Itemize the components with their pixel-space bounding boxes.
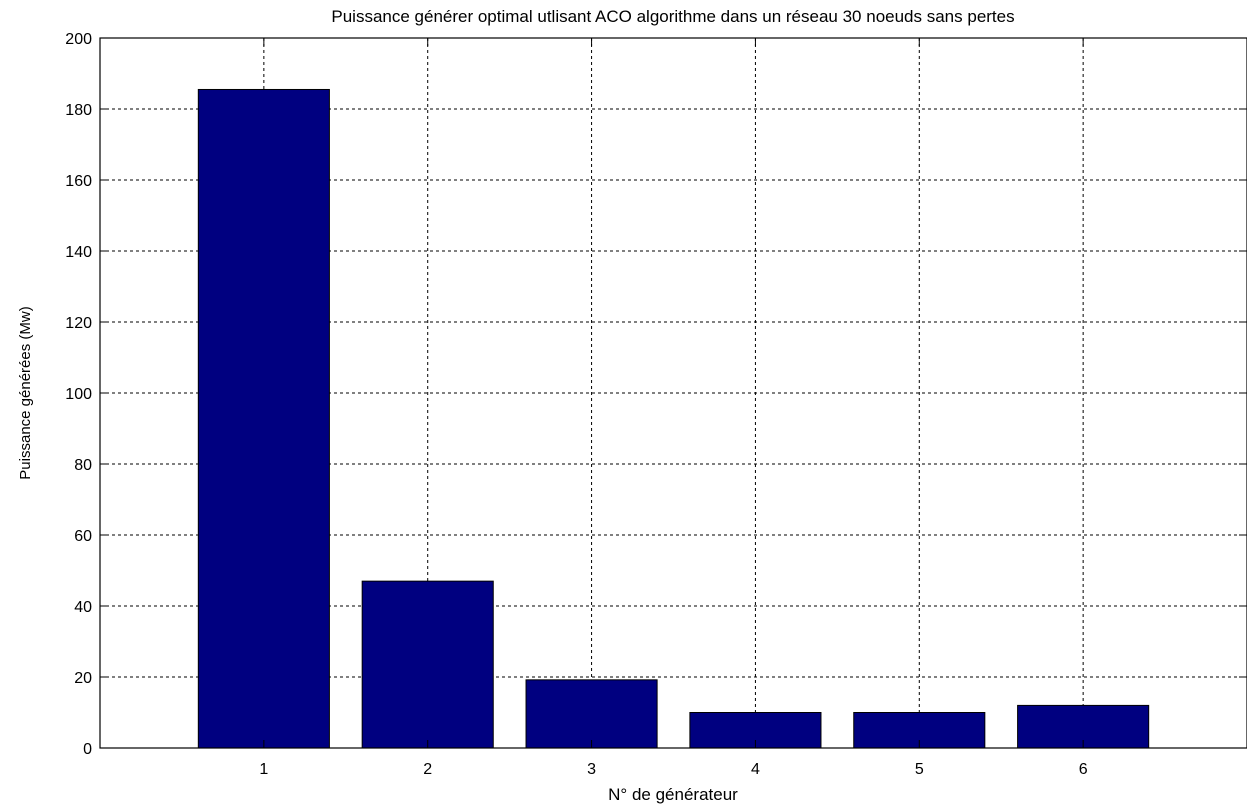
y-tick-label: 20 xyxy=(74,670,92,687)
x-tick-label: 5 xyxy=(915,761,924,778)
y-tick-label: 40 xyxy=(74,599,92,616)
y-tick-label: 160 xyxy=(65,173,92,190)
chart-title: Puissance générer optimal utlisant ACO a… xyxy=(331,7,1014,26)
y-tick-label: 0 xyxy=(83,741,92,758)
bar-generator-2 xyxy=(361,580,494,749)
y-tick-label: 200 xyxy=(65,31,92,48)
bar-generator-3 xyxy=(525,679,658,749)
y-tick-label: 140 xyxy=(65,244,92,261)
bar-generator-1 xyxy=(197,88,330,749)
y-tick-label: 80 xyxy=(74,457,92,474)
x-tick-label: 1 xyxy=(259,761,268,778)
x-tick-label: 2 xyxy=(423,761,432,778)
x-tick-label: 4 xyxy=(751,761,760,778)
y-tick-label: 180 xyxy=(65,102,92,119)
x-axis-label: N° de générateur xyxy=(608,785,738,804)
y-tick-label: 120 xyxy=(65,315,92,332)
tick-marks xyxy=(100,37,1247,749)
y-tick-label: 100 xyxy=(65,386,92,403)
x-tick-label: 6 xyxy=(1079,761,1088,778)
tick-labels: 0 20 40 60 80 100 120 140 160 180 200 1 2 3 4 5 6 xyxy=(65,31,1087,778)
y-tick-label: 60 xyxy=(74,528,92,545)
y-axis-label: Puissance générées (Mw) xyxy=(17,306,34,479)
x-tick-label: 3 xyxy=(587,761,596,778)
